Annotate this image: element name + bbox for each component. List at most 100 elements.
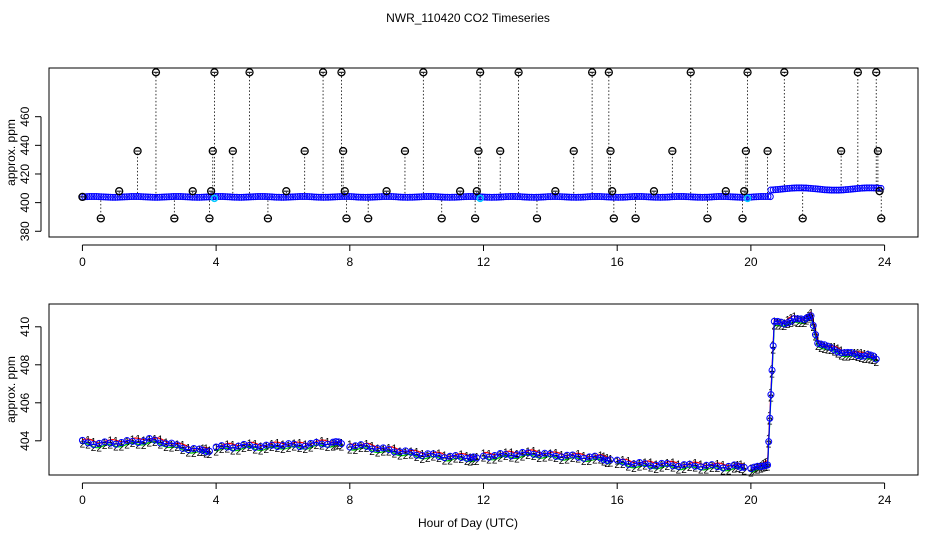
series-3-point bbox=[784, 319, 792, 327]
baseline-point bbox=[497, 193, 505, 201]
series-1-point: 1 bbox=[269, 439, 275, 450]
series-3-line bbox=[349, 444, 478, 460]
baseline-point bbox=[305, 193, 313, 201]
baseline-point bbox=[324, 193, 332, 201]
baseline-point bbox=[825, 186, 833, 194]
baseline-point bbox=[448, 193, 456, 201]
baseline-point bbox=[535, 193, 543, 201]
series-2-point: 2 bbox=[152, 438, 158, 449]
series-3-point bbox=[463, 454, 471, 462]
series-2-point: 2 bbox=[514, 454, 520, 465]
baseline-point bbox=[322, 193, 330, 201]
baseline-point bbox=[193, 193, 201, 201]
series-3-point bbox=[407, 448, 415, 456]
baseline-point bbox=[772, 186, 780, 194]
baseline-point bbox=[223, 193, 231, 201]
series-3-point bbox=[837, 349, 845, 357]
series-2-point: 2 bbox=[302, 445, 308, 456]
baseline-point bbox=[92, 193, 100, 201]
flag-marker bbox=[78, 192, 87, 202]
baseline-point bbox=[816, 185, 824, 193]
baseline-point bbox=[673, 193, 681, 201]
series-1-point: 1 bbox=[353, 441, 359, 452]
series-2-point: 2 bbox=[778, 322, 784, 333]
series-2-point: 2 bbox=[425, 454, 431, 465]
series-2-point: 2 bbox=[358, 444, 364, 455]
series-2-point: 2 bbox=[467, 458, 473, 469]
series-2-point: 2 bbox=[604, 459, 610, 470]
baseline-point bbox=[401, 193, 409, 201]
baseline-point bbox=[329, 193, 337, 201]
baseline-point bbox=[434, 193, 442, 201]
series-2-point: 2 bbox=[471, 457, 477, 468]
baseline-point bbox=[298, 192, 306, 200]
series-2-point: 2 bbox=[536, 454, 542, 465]
baseline-point bbox=[684, 193, 692, 201]
baseline-point bbox=[142, 193, 150, 201]
baseline-point bbox=[528, 193, 536, 201]
baseline-point bbox=[158, 193, 166, 201]
series-3-point bbox=[770, 317, 778, 325]
series-3-point bbox=[794, 315, 802, 323]
baseline-point bbox=[123, 193, 131, 201]
baseline-point bbox=[640, 193, 648, 201]
series-2-point: 2 bbox=[464, 457, 470, 468]
baseline-point bbox=[511, 192, 519, 200]
baseline-point bbox=[233, 193, 241, 201]
series-2-point: 2 bbox=[169, 443, 175, 454]
series-2-point: 2 bbox=[848, 352, 854, 363]
baseline-point bbox=[137, 193, 145, 201]
baseline-point bbox=[769, 186, 777, 194]
baseline-point bbox=[781, 185, 789, 193]
flag-marker bbox=[496, 146, 505, 156]
baseline-point bbox=[427, 192, 435, 200]
top-y-tick-label: 460 bbox=[18, 106, 32, 126]
series-3-point bbox=[840, 349, 848, 357]
baseline-point bbox=[376, 193, 384, 201]
baseline-point bbox=[701, 193, 709, 201]
series-1-point: 1 bbox=[102, 438, 108, 449]
baseline-point bbox=[579, 193, 587, 201]
baseline-point bbox=[125, 193, 133, 201]
series-1-point: 1 bbox=[751, 464, 757, 475]
series-2-point: 2 bbox=[314, 441, 320, 452]
series-2-point: 2 bbox=[91, 443, 97, 454]
flag-marker bbox=[245, 68, 254, 77]
baseline-point bbox=[624, 193, 632, 201]
baseline-point bbox=[139, 193, 147, 201]
baseline-point bbox=[132, 192, 140, 200]
series-1-point: 1 bbox=[130, 435, 136, 446]
baseline-point bbox=[195, 193, 203, 201]
series-1-point: 1 bbox=[698, 460, 704, 471]
series-2-point: 2 bbox=[755, 466, 761, 477]
series-2-line bbox=[349, 447, 477, 463]
baseline-point bbox=[705, 193, 713, 201]
series-2-point: 2 bbox=[291, 443, 297, 454]
baseline-point bbox=[326, 193, 334, 201]
series-3-point bbox=[301, 442, 309, 450]
bottom-x-tick-label: 16 bbox=[611, 493, 625, 507]
series-2-point: 2 bbox=[559, 456, 565, 467]
baseline-point bbox=[99, 193, 107, 201]
series-2-point: 2 bbox=[492, 456, 498, 467]
series-1-point: 1 bbox=[497, 450, 503, 461]
baseline-point bbox=[537, 193, 545, 201]
series-1-point: 1 bbox=[207, 445, 213, 456]
baseline-point bbox=[130, 192, 138, 200]
series-3-point bbox=[737, 463, 745, 471]
baseline-point bbox=[275, 193, 283, 201]
series-1-point: 1 bbox=[581, 451, 587, 462]
series-3-point bbox=[600, 456, 608, 464]
baseline-point bbox=[357, 193, 365, 201]
series-2-point: 2 bbox=[813, 333, 819, 344]
baseline-point bbox=[287, 193, 295, 201]
series-1-point: 1 bbox=[403, 448, 409, 459]
flag-marker bbox=[703, 214, 712, 223]
baseline-point bbox=[415, 193, 423, 201]
series-1-point: 1 bbox=[308, 440, 314, 451]
series-2-point: 2 bbox=[447, 457, 453, 468]
baseline-point bbox=[521, 193, 529, 201]
flag-marker bbox=[686, 68, 695, 77]
baseline-point bbox=[95, 193, 103, 201]
